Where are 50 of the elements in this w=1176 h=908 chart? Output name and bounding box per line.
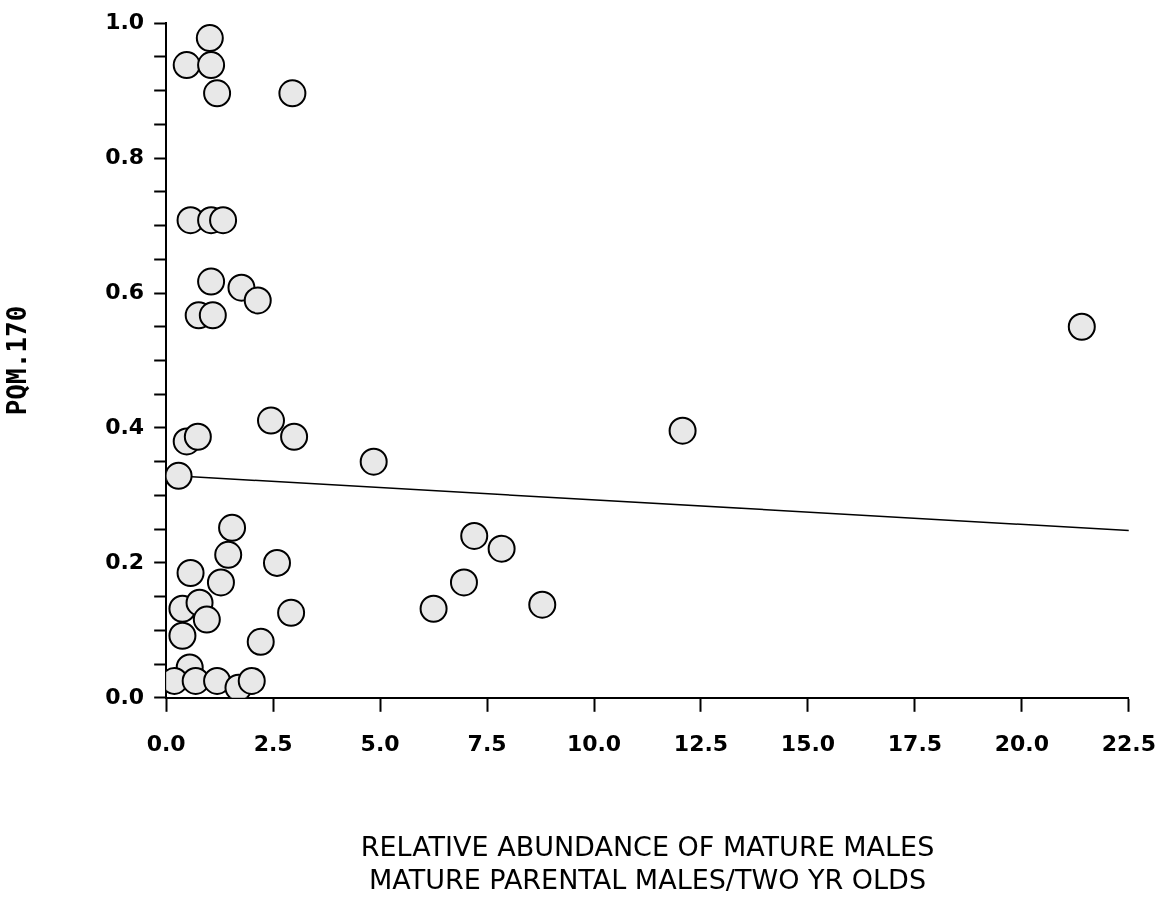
x-tick-label: 10.0 [566,730,622,756]
point [197,267,226,296]
point [183,422,212,451]
x-tick-label: 0.0 [146,730,186,756]
y-tick-label: 0.2 [105,548,145,574]
x-axis-title: RELATIVE ABUNDANCE OF MATURE MALES MATURE PARENTAL MALES/TWO YR OLDS [360,831,935,895]
point [203,666,232,695]
point [246,627,275,656]
point [460,521,489,550]
y-tick-label: 1.0 [105,8,145,34]
y-tick-label: 0.8 [105,143,145,169]
point [419,594,448,623]
point [166,461,193,490]
point [449,568,478,597]
x-tick-label: 15.0 [780,730,836,756]
point [209,206,238,235]
point [203,79,232,108]
y-tick-label: 0.0 [105,683,145,709]
point [237,666,266,695]
point [198,301,227,330]
x-tick-label: 22.5 [1101,730,1156,756]
point [206,568,235,597]
point [1067,312,1096,341]
y-axis-title: PQM.170 [2,305,33,416]
y-tick-label: 0.4 [105,413,145,439]
point [528,590,557,619]
point [257,406,285,435]
y-tick-label: 0.6 [105,278,145,304]
x-tick-label: 5.0 [360,730,400,756]
x-tick-label: 7.5 [467,730,507,756]
point [168,621,197,650]
point [243,286,272,315]
x-tick-label: 20.0 [994,730,1050,756]
point [197,51,226,80]
x-tick-label: 17.5 [887,730,943,756]
point [192,605,221,634]
point [487,534,516,563]
point [668,416,697,445]
x-tick-label: 2.5 [253,730,293,756]
point [277,598,306,627]
point [195,24,224,53]
point [176,559,205,587]
point [172,51,201,80]
point [262,548,291,577]
x-tick-label: 12.5 [673,730,729,756]
point [214,540,243,569]
point [359,447,388,476]
point [218,513,247,542]
point [280,422,309,451]
point [278,79,307,108]
